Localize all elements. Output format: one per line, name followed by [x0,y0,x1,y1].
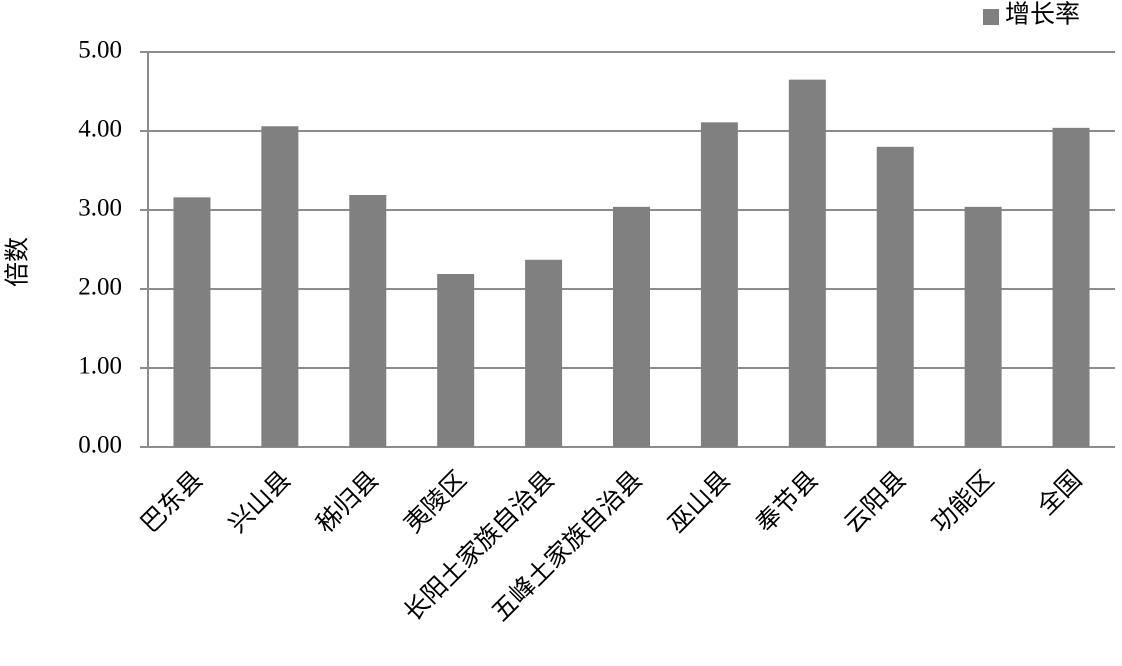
bar [788,79,826,448]
x-tick-label: 全国 [1032,465,1087,520]
bar [876,146,914,448]
legend-label: 增长率 [1005,1,1080,29]
y-axis-label: 倍数 [4,237,32,287]
y-tick-label: 4.00 [78,116,122,143]
bar [964,206,1002,447]
x-tick-label: 兴山县 [223,465,296,538]
bar [700,122,738,447]
x-tick-label: 巴东县 [135,465,208,538]
x-tick-label: 夷陵区 [399,465,472,538]
bar [1052,127,1090,447]
x-tick-label: 秭归县 [311,465,384,538]
bar [261,126,299,447]
y-tick-label: 1.00 [78,353,122,380]
x-tick-label: 长阳土家族自治县 [399,465,560,626]
y-tick-label: 0.00 [78,432,122,459]
bar [525,259,563,447]
bar [173,197,211,447]
y-tick-label: 5.00 [78,37,122,64]
x-tick-label: 奉节县 [751,465,824,538]
x-tick-label: 云阳县 [839,466,911,538]
x-tick-label: 五峰土家族自治县 [487,465,648,626]
x-tick-label: 巫山县 [663,465,736,538]
x-tick-label: 功能区 [927,465,1000,538]
bar [613,206,650,447]
y-tick-label: 3.00 [78,195,122,222]
y-tick-label: 2.00 [78,274,122,301]
legend-swatch [983,9,999,25]
bar [437,273,475,447]
bar [349,194,387,447]
